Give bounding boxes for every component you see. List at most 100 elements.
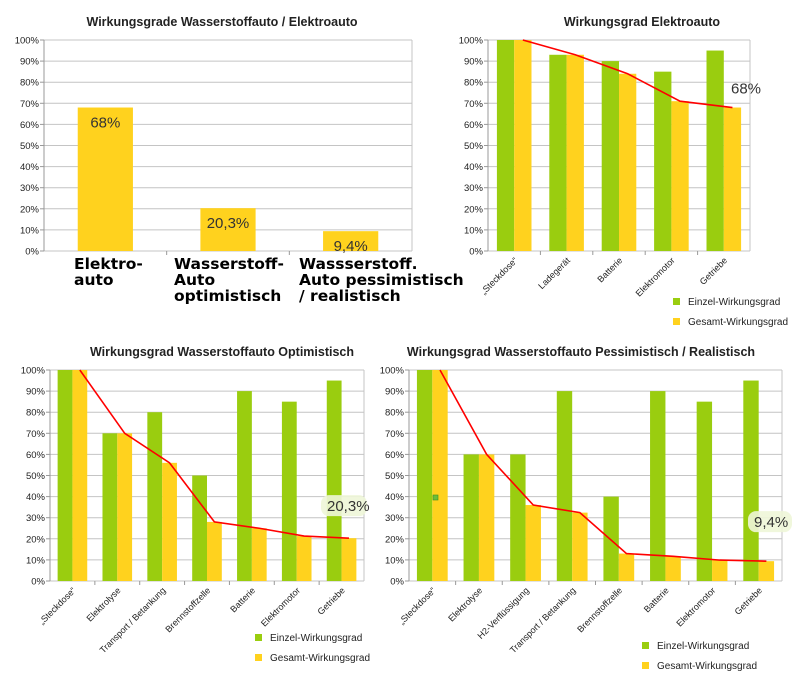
chart-wasserstoff-pessimistisch: Wirkungsgrad Wasserstoffauto Pessimistis…	[372, 338, 800, 681]
category-label-elektroauto: Elektro- auto	[74, 256, 143, 288]
bar-einzel-transport-betankung	[556, 391, 573, 581]
y-tick-label: 90%	[464, 57, 484, 68]
bar-gesamt-batterie	[665, 556, 681, 581]
bar-gesamt-getriebe	[723, 107, 742, 252]
y-tick-label: 30%	[26, 513, 46, 524]
y-tick-label: 80%	[464, 78, 484, 89]
bar-einzel-batterie	[237, 391, 252, 581]
x-tick-label: Getriebe	[315, 585, 346, 616]
annotation-total: 9,4%	[754, 514, 788, 531]
y-tick-label: 60%	[20, 120, 40, 131]
y-tick-label: 100%	[380, 366, 405, 377]
y-tick-label: 100%	[15, 36, 40, 47]
legend-label-gesamt: Gesamt-Wirkungsgrad	[270, 653, 370, 664]
bar-wassserstoff-auto-pessimistisch-realistisch	[323, 231, 379, 251]
data-label: 68%	[90, 115, 120, 132]
bar-einzel-steckdose	[57, 370, 73, 581]
y-tick-label: 70%	[26, 429, 46, 440]
y-tick-label: 90%	[26, 387, 46, 398]
legend-swatch-einzel	[255, 634, 262, 641]
bar-gesamt-elektrolyse	[478, 454, 495, 581]
bar-gesamt-getriebe	[341, 538, 357, 581]
y-tick-label: 70%	[385, 429, 405, 440]
annotation-glow	[748, 511, 792, 533]
y-tick-label: 0%	[31, 577, 45, 588]
category-label-line: Elektro-	[74, 255, 143, 273]
legend-swatch-gesamt	[255, 654, 262, 661]
bar-einzel-batterie	[650, 391, 666, 581]
x-tick-label: Batterie	[595, 255, 624, 284]
x-tick-label: Batterie	[642, 585, 671, 614]
category-label-line: Wasserstoff-	[174, 255, 284, 273]
y-tick-label: 40%	[464, 162, 484, 173]
bar-einzel-brennstoffzelle	[192, 475, 207, 581]
y-tick-label: 50%	[20, 141, 40, 152]
legend-label-einzel: Einzel-Wirkungsgrad	[657, 641, 749, 652]
chart-title: Wirkungsgrad Wasserstoffauto Optimistisc…	[90, 345, 354, 359]
annotation-glow	[321, 495, 367, 517]
bar-einzel-batterie	[601, 61, 619, 251]
bar-gesamt-brennstoffzelle	[207, 521, 222, 581]
legend-swatch-gesamt	[642, 662, 649, 669]
bar-gesamt-transport-betankung	[572, 512, 588, 581]
y-tick-label: 0%	[25, 247, 39, 258]
bar-gesamt-steckdose	[72, 370, 88, 581]
bar-einzel-getriebe	[326, 380, 342, 581]
category-label-wasserstoff-pessimistisch: Wassserstoff. Auto pessimistisch / reali…	[299, 256, 464, 304]
bar-einzel-elektrolyse	[463, 454, 479, 581]
bar-einzel-steckdose	[416, 370, 433, 581]
category-label-wasserstoff-optimistisch: Wasserstoff- Auto optimistisch	[174, 256, 284, 304]
x-tick-label: Ladegerät	[536, 255, 572, 291]
chart-title: Wirkungsgrad Wasserstoffauto Pessimistis…	[407, 345, 755, 359]
chart-wasserstoff-optimistisch: Wirkungsgrad Wasserstoffauto Optimistisc…	[0, 338, 372, 681]
category-label-line: / realistisch	[299, 287, 401, 305]
y-tick-label: 100%	[459, 36, 484, 47]
bar-gesamt-elektrolyse	[117, 433, 133, 581]
x-tick-label: „Steckdose“	[479, 255, 520, 296]
y-tick-label: 0%	[469, 247, 483, 258]
data-label: 20,3%	[207, 215, 250, 232]
x-tick-label: Brennstoffzelle	[575, 585, 624, 634]
y-tick-label: 20%	[464, 204, 484, 215]
y-tick-label: 70%	[20, 99, 40, 110]
y-tick-label: 60%	[385, 450, 405, 461]
x-tick-label: Elektrolyse	[446, 585, 484, 623]
x-tick-label: Getriebe	[698, 255, 729, 286]
x-tick-label: Elektrolyse	[85, 585, 123, 623]
bar-wasserstoff-auto-optimistisch	[200, 208, 256, 251]
y-tick-label: 10%	[464, 225, 484, 236]
y-tick-label: 40%	[20, 162, 40, 173]
y-tick-label: 10%	[385, 555, 405, 566]
chart-elektroauto: Wirkungsgrad Elektroauto 0% 10% 20% 30% 40% 50…	[440, 0, 800, 340]
x-tick-label: „Steckdose“	[37, 585, 78, 626]
legend-swatch-gesamt	[673, 318, 680, 325]
x-tick-label: Brennstoffzelle	[163, 585, 212, 634]
bar-gesamt-transport-betankung	[162, 462, 177, 581]
y-tick-label: 20%	[20, 204, 40, 215]
chart-title: Wirkungsgrade Wasserstoffauto / Elektroa…	[87, 15, 358, 29]
y-tick-label: 60%	[464, 120, 484, 131]
series-line-gesamt	[79, 369, 350, 539]
data-label: 9,4%	[334, 238, 368, 255]
annotation-total: 20,3%	[327, 498, 370, 515]
category-label-line: Auto	[174, 271, 216, 289]
legend-label-gesamt: Gesamt-Wirkungsgrad	[657, 661, 757, 672]
point-marker	[432, 494, 439, 501]
y-tick-label: 80%	[385, 408, 405, 419]
y-tick-label: 70%	[464, 99, 484, 110]
chart-title: Wirkungsgrad Elektroauto	[564, 15, 721, 29]
y-tick-label: 90%	[385, 387, 405, 398]
bar-gesamt-elektromotor	[296, 536, 312, 581]
y-tick-label: 30%	[20, 183, 40, 194]
bar-einzel-elektrolyse	[102, 433, 118, 581]
bar-elektro-auto	[77, 107, 133, 252]
legend-label-einzel: Einzel-Wirkungsgrad	[688, 297, 780, 308]
y-tick-label: 40%	[385, 492, 405, 503]
bar-gesamt-h2-verflüssigung	[525, 505, 541, 581]
y-tick-label: 80%	[26, 408, 46, 419]
y-tick-label: 10%	[20, 225, 40, 236]
x-tick-label: Elektromotor	[634, 255, 677, 298]
y-tick-label: 60%	[26, 450, 46, 461]
bar-gesamt-ladegerät	[566, 54, 584, 251]
y-tick-label: 30%	[464, 183, 484, 194]
